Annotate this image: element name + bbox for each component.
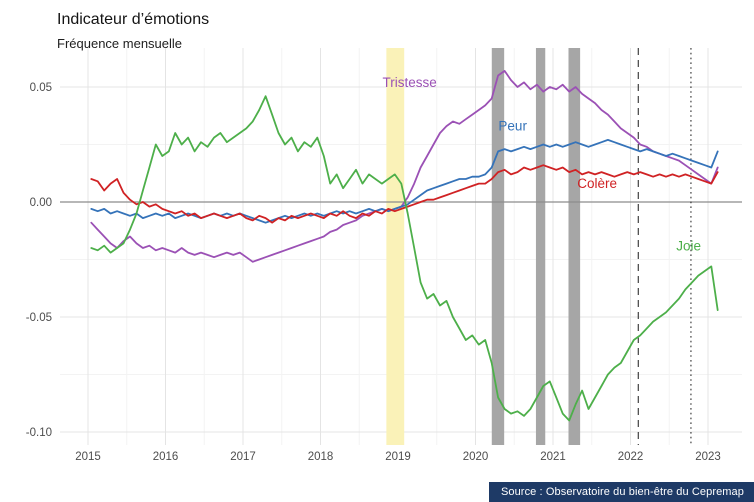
series-line-colère	[90, 164, 719, 224]
x-tick-label: 2017	[230, 451, 256, 463]
event-band	[535, 48, 546, 445]
series-label-peur: Peur	[498, 119, 527, 134]
y-tick-label: 0.05	[30, 82, 52, 94]
x-tick-label: 2016	[153, 451, 179, 463]
series-label-tristesse: Tristesse	[382, 75, 436, 90]
x-tick-label: 2023	[695, 451, 721, 463]
emotions-line-chart: Tristesse Peur Colère Joie 0.05 0.00 -0.05 -0.1…	[26, 48, 742, 463]
series-line-joie	[90, 95, 719, 422]
x-tick-label: 2018	[308, 451, 334, 463]
series-label-colère: Colère	[577, 176, 617, 191]
source-text: Source : Observatoire du bien-être du Ce…	[500, 486, 744, 498]
x-tick-label: 2015	[75, 451, 101, 463]
page-title: Indicateur d’émotions	[57, 11, 210, 28]
y-tick-label: -0.05	[26, 312, 52, 324]
series-label-joie: Joie	[676, 238, 701, 253]
y-tick-label: 0.00	[30, 197, 52, 209]
event-band	[386, 48, 405, 445]
x-tick-label: 2020	[463, 451, 489, 463]
x-tick-label: 2022	[618, 451, 644, 463]
series-line-tristesse	[90, 69, 719, 263]
event-band	[568, 48, 581, 445]
x-tick-label: 2021	[540, 451, 566, 463]
source-bar: Source : Observatoire du bien-être du Ce…	[488, 482, 754, 502]
y-tick-label: -0.10	[26, 427, 52, 439]
event-band	[491, 48, 505, 445]
x-tick-label: 2019	[385, 451, 411, 463]
page-subtitle: Fréquence mensuelle	[57, 36, 183, 52]
series-line-peur	[90, 139, 719, 224]
chart-header: Indicateur d’émotions Fréquence mensuell…	[57, 10, 209, 51]
